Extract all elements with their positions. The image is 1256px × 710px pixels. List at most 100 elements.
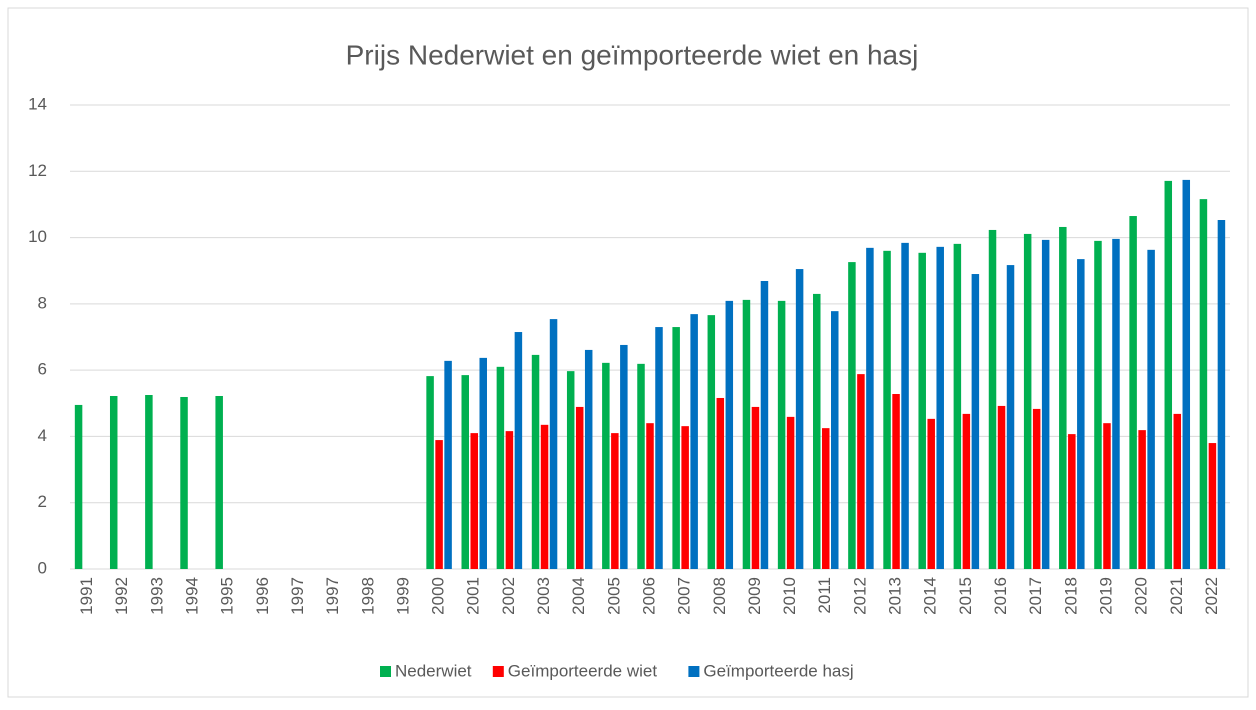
x-tick-label: 1997	[288, 577, 307, 615]
bar	[514, 332, 523, 569]
bar	[707, 315, 716, 569]
bar	[1173, 413, 1182, 569]
x-tick-label: 1991	[77, 577, 96, 615]
y-tick-label: 4	[38, 426, 47, 445]
legend-label: Geïmporteerde wiet	[508, 661, 658, 680]
bar	[725, 300, 734, 569]
bar	[831, 311, 839, 569]
x-tick-label: 2019	[1096, 577, 1115, 615]
x-tick-label: 1994	[183, 577, 202, 615]
bar	[470, 433, 478, 569]
y-tick-label: 0	[38, 558, 47, 577]
bar	[1164, 180, 1173, 569]
bar	[1032, 408, 1041, 569]
bar	[1208, 443, 1217, 569]
x-tick-label: 2010	[780, 577, 799, 615]
bar	[681, 426, 689, 569]
bar	[751, 406, 760, 569]
bar	[1199, 199, 1208, 569]
x-tick-label: 2000	[429, 577, 448, 615]
bar	[637, 363, 645, 569]
bar	[1094, 240, 1102, 569]
bar	[1068, 434, 1076, 569]
chart-title: Prijs Nederwiet en geïmporteerde wiet en…	[346, 39, 919, 70]
x-tick-label: 2016	[991, 577, 1010, 615]
bar	[1103, 423, 1111, 569]
x-tick-label: 2020	[1132, 577, 1151, 615]
bar	[180, 396, 188, 569]
bar	[611, 433, 619, 569]
legend-label: Geïmporteerde hasj	[703, 661, 853, 680]
bar	[822, 428, 830, 569]
bar	[479, 357, 487, 569]
bar	[971, 274, 980, 569]
bar	[1077, 259, 1085, 569]
bar	[918, 252, 926, 569]
bar	[109, 395, 118, 569]
bar	[1217, 220, 1226, 569]
legend-swatch	[380, 666, 391, 677]
bar	[997, 405, 1006, 569]
bar	[584, 349, 593, 569]
bar	[690, 314, 698, 569]
bar	[1041, 239, 1050, 570]
bar	[786, 416, 795, 569]
x-tick-label: 2005	[604, 577, 623, 615]
bar	[988, 229, 997, 569]
bar	[848, 262, 856, 569]
x-tick-label: 2022	[1202, 577, 1221, 615]
bar	[1059, 226, 1067, 570]
x-tick-label: 2012	[850, 577, 869, 615]
bar	[531, 354, 540, 569]
bar	[742, 299, 751, 569]
bar	[566, 371, 575, 569]
bar	[540, 424, 549, 569]
x-tick-label: 2003	[534, 577, 553, 615]
bar	[426, 376, 434, 569]
x-tick-label: 2001	[464, 577, 483, 615]
bar	[74, 404, 83, 569]
y-tick-label: 8	[38, 293, 47, 312]
bar	[892, 394, 900, 569]
bar	[1138, 430, 1146, 569]
x-tick-label: 2006	[639, 577, 658, 615]
bar	[716, 397, 725, 569]
bar	[1023, 233, 1032, 569]
bar	[795, 269, 804, 569]
x-tick-label: 1997	[323, 577, 342, 615]
bar	[962, 413, 971, 569]
x-tick-label: 1993	[147, 577, 166, 615]
bar	[927, 418, 935, 569]
y-tick-label: 6	[38, 360, 47, 379]
bar	[1182, 179, 1191, 569]
bar	[1129, 216, 1137, 569]
bar	[215, 395, 223, 569]
bar	[496, 366, 505, 569]
bar	[646, 423, 654, 569]
bar	[866, 247, 874, 570]
y-tick-label: 10	[28, 227, 47, 246]
x-tick-label: 2007	[675, 577, 694, 615]
bar	[575, 406, 584, 569]
x-tick-label: 2011	[815, 577, 834, 614]
bar	[145, 395, 153, 569]
bar	[620, 344, 628, 569]
legend-label: Nederwiet	[395, 661, 472, 680]
x-tick-label: 1999	[393, 577, 412, 615]
bar	[901, 242, 909, 570]
x-tick-label: 2015	[956, 577, 975, 615]
x-tick-label: 1995	[218, 577, 237, 615]
x-tick-label: 1998	[358, 577, 377, 615]
x-tick-label: 2021	[1167, 577, 1186, 615]
chart-border	[7, 7, 1249, 698]
bar	[549, 319, 558, 569]
y-tick-label: 12	[28, 161, 47, 180]
bar	[857, 374, 865, 569]
bar	[1006, 265, 1015, 569]
x-tick-label: 2009	[745, 577, 764, 615]
bar	[953, 243, 962, 569]
y-tick-label: 2	[38, 492, 47, 511]
bar	[760, 280, 769, 569]
x-tick-label: 1992	[112, 577, 131, 615]
